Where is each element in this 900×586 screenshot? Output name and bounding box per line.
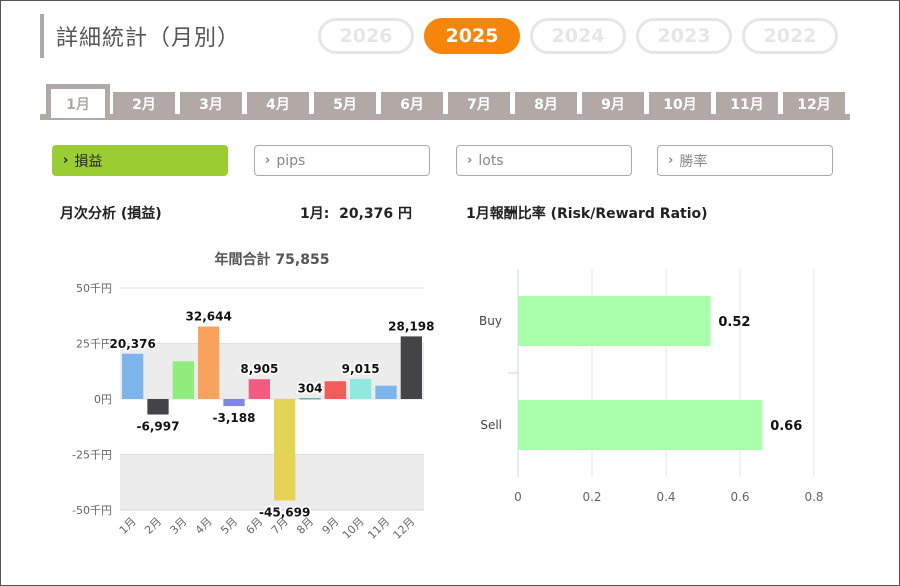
- lots-button[interactable]: › lots: [456, 145, 632, 176]
- x-tick-label: 5月: [218, 515, 240, 537]
- x-tick-label: 4月: [193, 515, 215, 537]
- year-button-2023[interactable]: 2023: [636, 18, 732, 54]
- data-label: 0.66: [770, 419, 802, 434]
- data-label: 9,015: [342, 362, 380, 376]
- bar-12月[interactable]: [400, 336, 422, 399]
- y-tick-label: 0円: [94, 393, 112, 406]
- month-tabs: 1月 2月 3月 4月 5月 6月 7月 8月 9月 10月 11月 12月: [40, 82, 850, 122]
- rr-title: 1月報酬比率 (Risk/Reward Ratio): [466, 206, 708, 222]
- month-tab-4[interactable]: 4月: [247, 92, 309, 116]
- x-tick-label: 0.8: [804, 490, 823, 504]
- chevron-right-icon: ›: [668, 153, 674, 168]
- month-tab-12[interactable]: 12月: [783, 92, 845, 116]
- month-tab-3[interactable]: 3月: [180, 92, 242, 116]
- year-button-2024[interactable]: 2024: [530, 18, 626, 54]
- month-tab-5[interactable]: 5月: [314, 92, 376, 116]
- metric-label: pips: [276, 152, 306, 169]
- month-tab-8[interactable]: 8月: [515, 92, 577, 116]
- year-selector: 2026 2025 2024 2023 2022: [318, 18, 838, 54]
- bar-sell[interactable]: [518, 400, 763, 450]
- month-tab-9[interactable]: 9月: [582, 92, 644, 116]
- tabs-underline: [40, 114, 850, 120]
- plot-band: [120, 454, 424, 510]
- x-tick-label: 9月: [320, 515, 342, 537]
- month-summary: 1月: 20,376 円: [300, 203, 412, 223]
- bar-8月[interactable]: [299, 398, 321, 400]
- pips-button[interactable]: › pips: [254, 145, 430, 176]
- year-button-2025[interactable]: 2025: [424, 18, 520, 54]
- x-tick-label: 1月: [117, 515, 139, 537]
- data-label: -6,997: [137, 420, 180, 434]
- month-tab-11[interactable]: 11月: [716, 92, 778, 116]
- month-tab-7[interactable]: 7月: [448, 92, 510, 116]
- title-bar: 詳細統計（月別）: [40, 14, 240, 58]
- metric-label: 勝率: [679, 153, 708, 170]
- y-tick-label: -25千円: [72, 449, 112, 462]
- y-tick-label: 50千円: [76, 282, 112, 295]
- y-category-label: Sell: [480, 418, 502, 432]
- year-button-2022[interactable]: 2022: [742, 18, 838, 54]
- monthly-pl-chart: 50千円 25千円 0円 -25千円 -50千円 年間合計 75,855 20,376 1月 -…: [72, 251, 436, 542]
- x-tick-label: 3月: [168, 515, 190, 537]
- data-label: 20,376: [110, 337, 156, 351]
- metric-label: 損益: [74, 153, 103, 170]
- data-label: 32,644: [186, 310, 232, 324]
- x-tick-label: 0: [514, 490, 522, 504]
- month-tab-1[interactable]: 1月: [46, 84, 110, 118]
- data-label: 8,905: [240, 362, 278, 376]
- bar-6月[interactable]: [248, 379, 270, 399]
- chevron-right-icon: ›: [63, 153, 69, 168]
- winrate-button[interactable]: › 勝率: [657, 145, 833, 176]
- data-label: 0.52: [718, 315, 750, 330]
- profit-button[interactable]: › 損益: [52, 145, 228, 176]
- bar-7月[interactable]: [274, 399, 296, 501]
- monthly-analysis-title: 月次分析 (損益): [60, 206, 162, 222]
- year-button-2026[interactable]: 2026: [318, 18, 414, 54]
- bar-10月[interactable]: [350, 378, 372, 399]
- month-tab-10[interactable]: 10月: [649, 92, 711, 116]
- chevron-right-icon: ›: [467, 153, 473, 168]
- x-tick-label: 0.6: [730, 490, 749, 504]
- plot-band: [120, 343, 424, 399]
- chevron-right-icon: ›: [265, 153, 271, 168]
- y-category-label: Buy: [479, 314, 502, 328]
- bar-5月[interactable]: [223, 399, 245, 407]
- month-summary-label: 1月:: [300, 206, 330, 222]
- x-tick-label: 0.4: [656, 490, 675, 504]
- bar-2月[interactable]: [147, 399, 169, 415]
- x-tick-label: 2月: [142, 515, 164, 537]
- risk-reward-chart: 0 0.2 0.4 0.6 0.8 Buy 0.52 Sell 0.66: [479, 269, 824, 504]
- bar-3月[interactable]: [172, 361, 194, 399]
- y-tick-label: 25千円: [76, 338, 112, 351]
- data-label: 28,198: [388, 319, 434, 333]
- bar-11月[interactable]: [375, 385, 397, 399]
- data-label: 304: [297, 381, 322, 395]
- bar-4月[interactable]: [198, 326, 220, 399]
- chart-title: 年間合計 75,855: [215, 251, 330, 268]
- y-tick-label: -50千円: [72, 504, 112, 517]
- x-tick-label: 0.2: [582, 490, 601, 504]
- bar-9月[interactable]: [324, 381, 346, 399]
- data-label: -45,699: [259, 505, 310, 519]
- page-title: 詳細統計（月別）: [56, 26, 241, 51]
- x-tick-label: 11月: [365, 515, 392, 542]
- month-tab-2[interactable]: 2月: [113, 92, 175, 116]
- data-label: -3,188: [213, 411, 256, 425]
- x-tick-label: 10月: [340, 515, 367, 542]
- month-tab-6[interactable]: 6月: [381, 92, 443, 116]
- bar-1月[interactable]: [122, 353, 144, 399]
- x-tick-label: 12月: [391, 515, 418, 542]
- metric-label: lots: [478, 152, 504, 169]
- month-summary-value: 20,376 円: [339, 206, 412, 222]
- bar-buy[interactable]: [518, 296, 711, 346]
